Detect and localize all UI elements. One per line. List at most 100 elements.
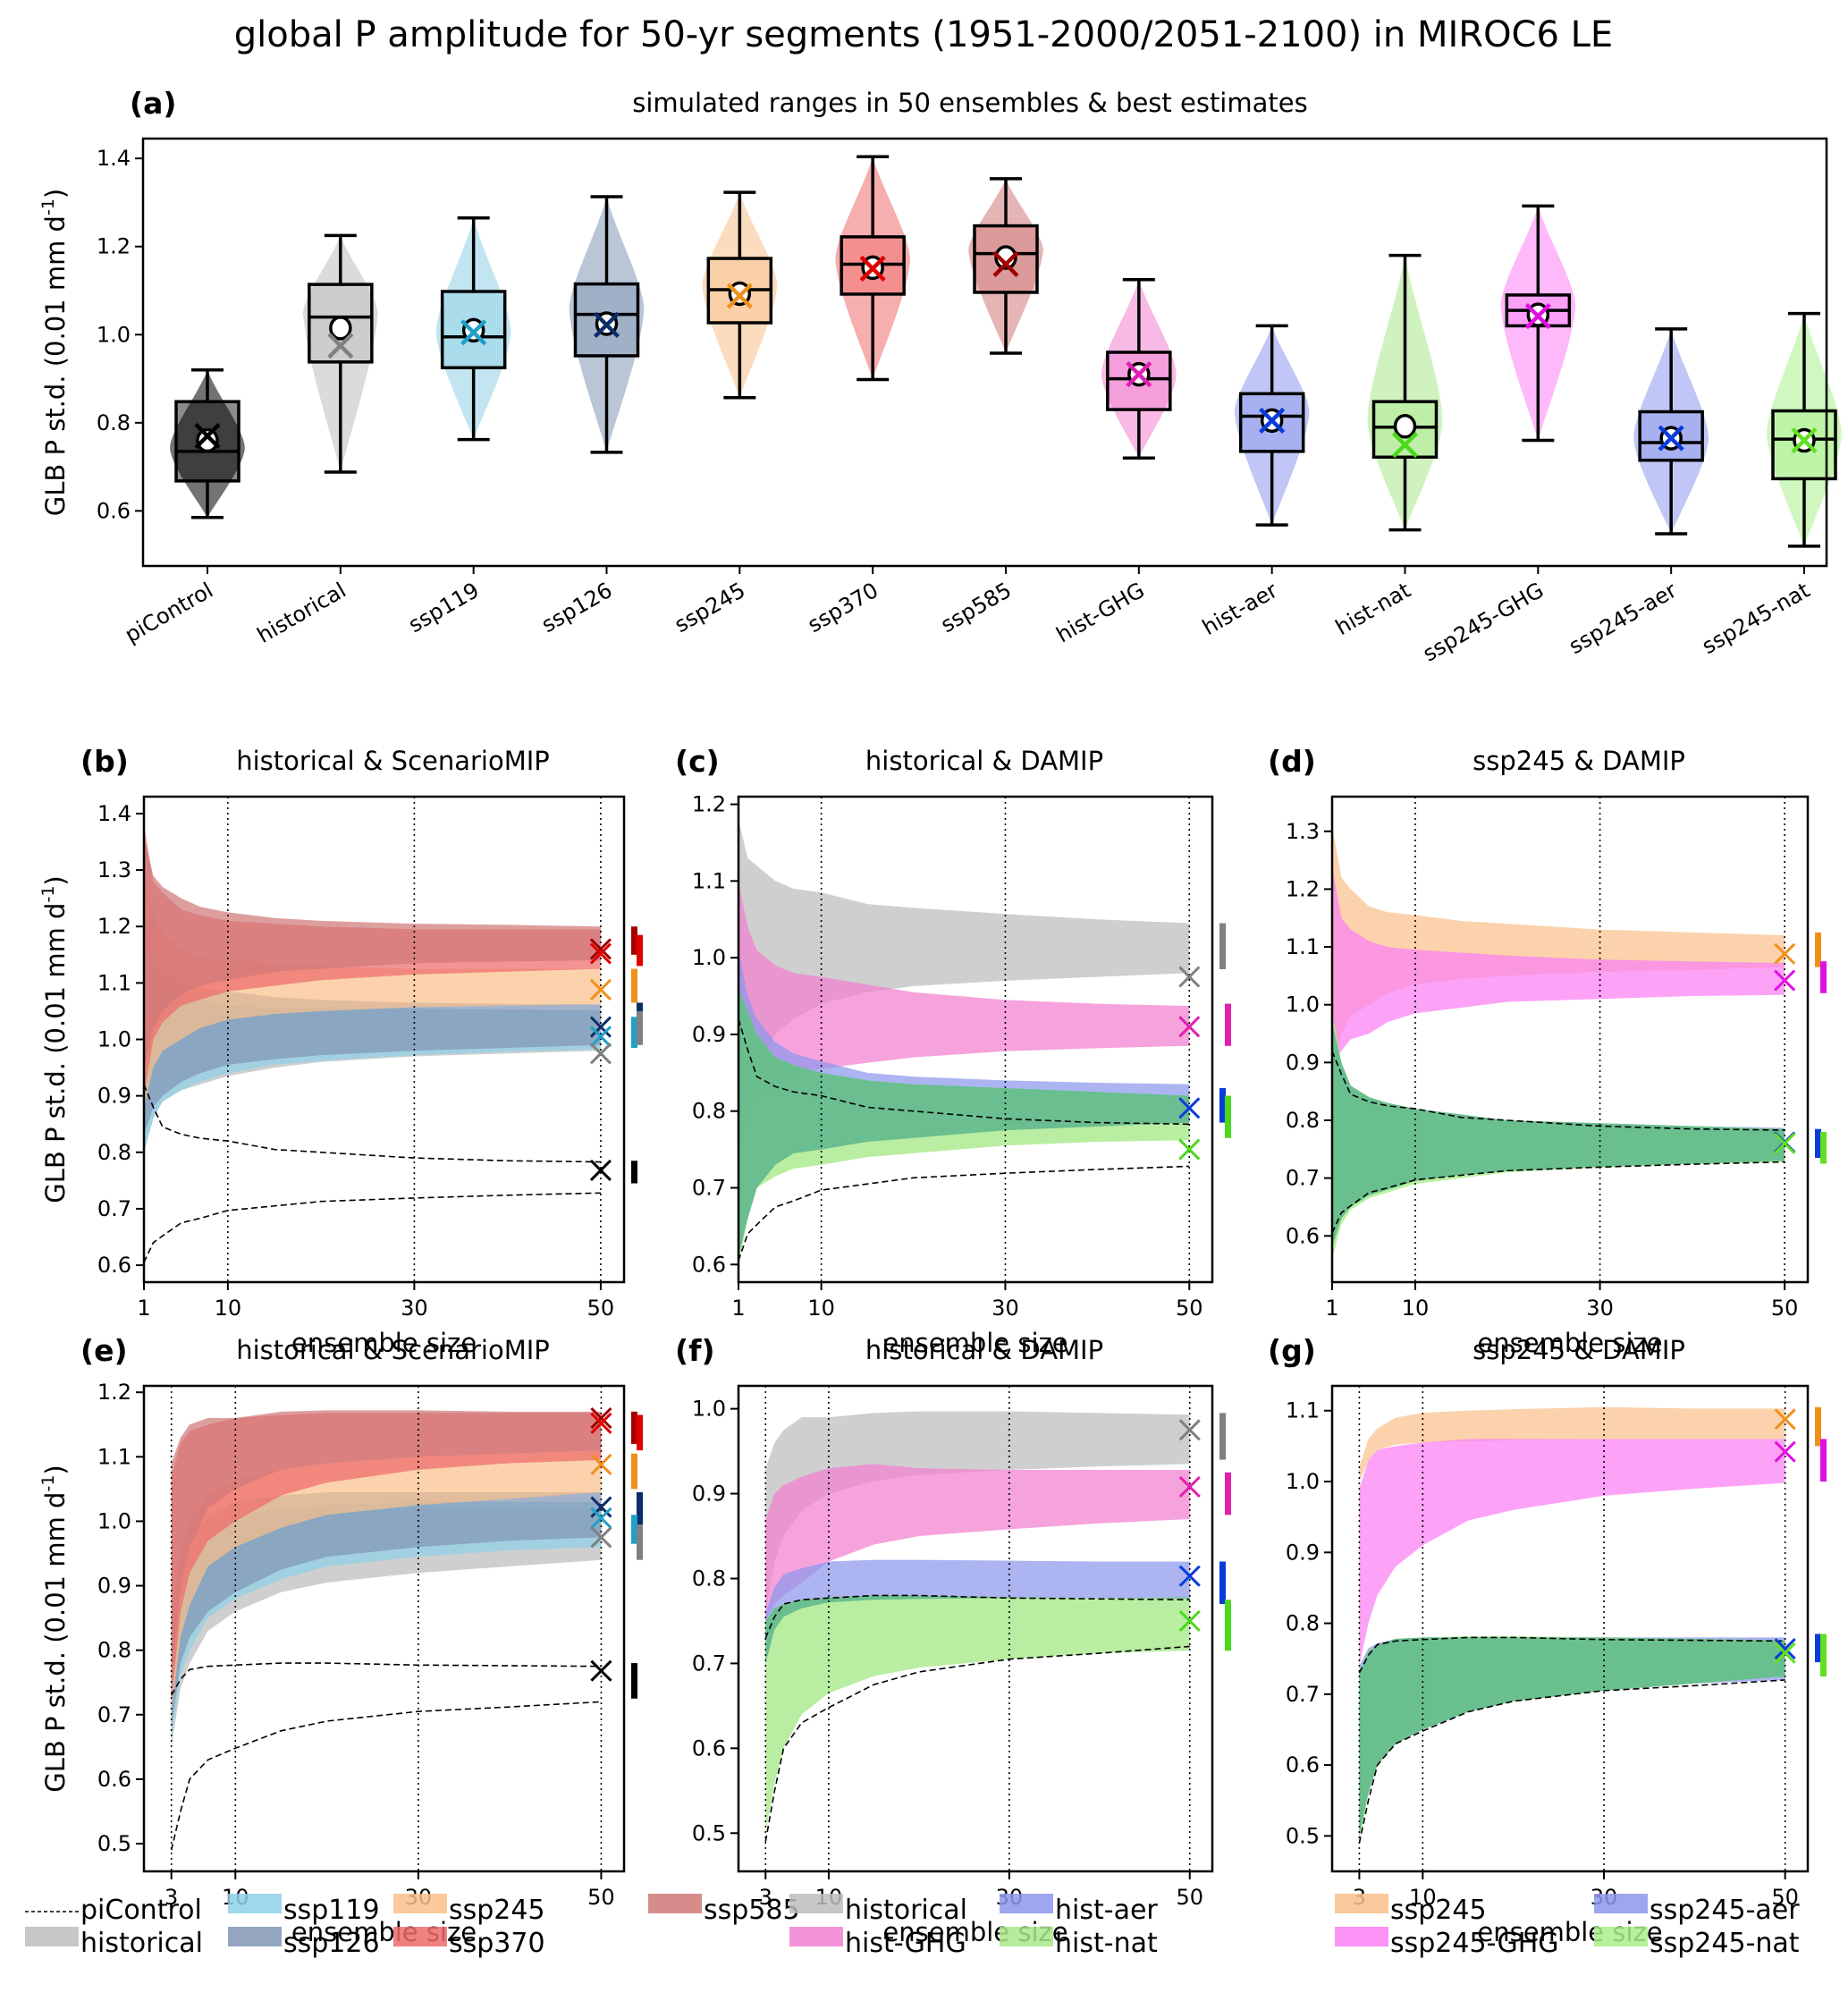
panel-c: (c) historical & DAMIP 0.6 0.7 0.8 0.9 1.0 1.1 1…: [675, 744, 1231, 1358]
band-hist-nat: [765, 1595, 1190, 1834]
y-tick-label: 0.7: [1286, 1682, 1320, 1707]
legend-swatch: [789, 1927, 843, 1946]
y-tick-label: 1.0: [97, 1508, 131, 1533]
x-tick-label: 50: [1771, 1885, 1799, 1910]
best-estimate-hist-GHG: [1178, 1016, 1201, 1038]
y-tick-label: 0.8: [1286, 1611, 1320, 1636]
best-estimate-marker: [593, 311, 620, 339]
panel-g: (g)ssp245 & DAMIP0.50.60.70.80.91.01.131…: [1268, 1333, 1827, 1947]
box-hist-nat: [1367, 253, 1443, 532]
legend-item: ssp585: [648, 1894, 800, 1926]
box-piControl: [170, 367, 245, 519]
x-tick-label: 10: [215, 1296, 242, 1321]
range-bar-ssp370: [637, 1414, 643, 1451]
range-bar-ssp245: [631, 1453, 637, 1490]
panel-title: historical & ScenarioMIP: [236, 746, 550, 776]
y-tick-label: 1.1: [1286, 1398, 1320, 1423]
y-tick-label: 0.8: [692, 1566, 726, 1591]
x-axis-label: ensemble size: [1477, 1328, 1662, 1358]
axis-label-text: GLB P st.d. (0.01 mm d: [40, 215, 71, 516]
y-tick-label: 0.8: [97, 410, 131, 435]
x-tick-label: piControl: [121, 578, 217, 648]
picontrol-upper-line: [764, 1594, 1190, 1639]
x-tick-label: 1: [1325, 1296, 1338, 1321]
legend-swatch: [25, 1927, 79, 1946]
band-overlap-aer-nat: [738, 988, 1190, 1257]
band-ssp245: [171, 1450, 602, 1715]
panel-label: (e): [80, 1333, 128, 1368]
legend-swatch: [1594, 1927, 1648, 1946]
range-bar-ssp245: [631, 968, 637, 1003]
legend-item: ssp245-GHG: [1335, 1927, 1559, 1959]
plot-area: [144, 824, 601, 1263]
legend-swatch: [1000, 1927, 1053, 1946]
legend-swatch: [228, 1927, 282, 1946]
best-estimate-marker: [1524, 303, 1551, 330]
legend-item: ssp245-aer: [1594, 1894, 1800, 1926]
legend-swatch: [393, 1894, 447, 1913]
panel-title: historical & ScenarioMIP: [236, 1335, 550, 1365]
band-ssp245-GHG: [1332, 865, 1785, 1068]
figure-title: global P amplitude for 50-yr segments (1…: [234, 14, 1613, 55]
best-estimate-ssp119: [590, 1507, 612, 1529]
y-tick-label: 0.6: [692, 1735, 726, 1760]
legend-swatch: [648, 1894, 702, 1913]
box-hist-GHG: [1101, 277, 1177, 460]
best-estimate-marker: [194, 423, 221, 450]
axes-frame: [141, 137, 1828, 568]
box-hist-aer: [1234, 324, 1310, 527]
best-estimate-marker: [1391, 431, 1419, 459]
mean-marker: [196, 427, 219, 453]
plot-area: [170, 1410, 602, 1851]
x-tick-label: 1: [731, 1296, 745, 1321]
y-tick-label: 0.6: [1286, 1223, 1320, 1248]
band-ssp245: [1332, 825, 1785, 1075]
y-tick-label: 1.3: [1286, 819, 1320, 844]
legend-left: piControlhistoricalssp119ssp126ssp245ssp…: [25, 1894, 800, 1959]
x-tick-label: 3: [165, 1885, 178, 1910]
best-estimate-historical: [1178, 1419, 1201, 1441]
band-ssp585: [144, 836, 601, 1068]
x-axis-label: ensemble size: [882, 1328, 1067, 1358]
legend-swatch: [1335, 1894, 1388, 1913]
picontrol-lower-line: [144, 1192, 601, 1263]
range-bar-hist-nat: [1225, 1600, 1231, 1651]
best-estimate-marker: [327, 333, 354, 359]
y-tick-label: 1.0: [1286, 992, 1320, 1017]
picontrol-upper-line: [738, 1018, 1190, 1126]
box-historical: [303, 233, 378, 474]
box-ssp245-GHG: [1500, 204, 1576, 443]
y-tick-label: 0.9: [692, 1022, 726, 1047]
y-axis-label: GLB P st.d. (0.01 mm d-1): [38, 1465, 71, 1793]
panel-label: (b): [80, 744, 129, 779]
band-ssp245: [1359, 1406, 1785, 1482]
picontrol-upper-line: [144, 1084, 601, 1163]
y-tick-label: 0.7: [97, 1702, 131, 1727]
best-estimate-historical: [589, 1043, 612, 1065]
x-tick-label: 50: [1176, 1885, 1203, 1910]
x-tick-label: 30: [401, 1296, 428, 1321]
axis-label-text: ): [40, 1465, 71, 1474]
x-tick-label: historical: [253, 578, 350, 648]
band-hist-GHG: [765, 1464, 1190, 1621]
legend-item: hist-GHG: [789, 1927, 966, 1959]
x-tick-label: 30: [1586, 1296, 1614, 1321]
y-tick-label: 0.7: [1286, 1166, 1320, 1191]
legend-label: ssp245: [1390, 1895, 1487, 1926]
legend-label: piControl: [80, 1895, 202, 1926]
panel-label: (g): [1268, 1333, 1316, 1368]
x-tick-label: ssp370: [804, 578, 883, 637]
axes-frame: [737, 1384, 1214, 1873]
picontrol-lower-line: [1332, 1161, 1785, 1234]
y-tick-label: 0.6: [1286, 1752, 1320, 1777]
box-ssp585: [968, 177, 1043, 355]
y-tick-label: 0.8: [97, 1638, 131, 1663]
band-ssp126: [171, 1491, 602, 1728]
legend-item: ssp119: [228, 1894, 380, 1926]
y-tick-label: 1.1: [1286, 934, 1320, 959]
picontrol-lower-line: [1358, 1679, 1785, 1844]
axis-label-text: ): [40, 189, 71, 198]
picontrol-upper-line: [170, 1662, 602, 1696]
legend-item: ssp126: [228, 1927, 380, 1959]
